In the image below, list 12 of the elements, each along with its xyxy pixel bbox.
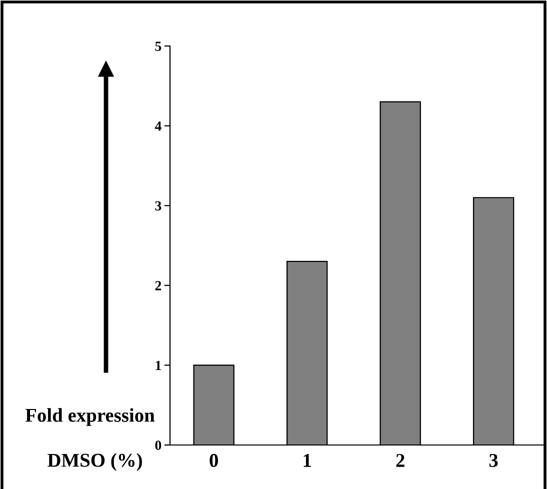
y-tick-label: 1 xyxy=(156,360,161,370)
y-tick-label: 2 xyxy=(155,281,162,290)
x-axis-title: DMSO (%) xyxy=(48,453,142,471)
y-axis-title: Fold expression xyxy=(25,408,155,426)
x-tick-label: 0 xyxy=(210,454,218,468)
y-tick-label: 0 xyxy=(155,440,162,450)
x-tick-label: 3 xyxy=(489,454,498,468)
x-tick-label: 1 xyxy=(304,454,311,467)
x-tick-label: 2 xyxy=(396,454,404,467)
y-tick-label: 3 xyxy=(155,201,162,211)
y-tick-label: 5 xyxy=(155,42,162,51)
y-tick-label: 4 xyxy=(154,121,162,131)
